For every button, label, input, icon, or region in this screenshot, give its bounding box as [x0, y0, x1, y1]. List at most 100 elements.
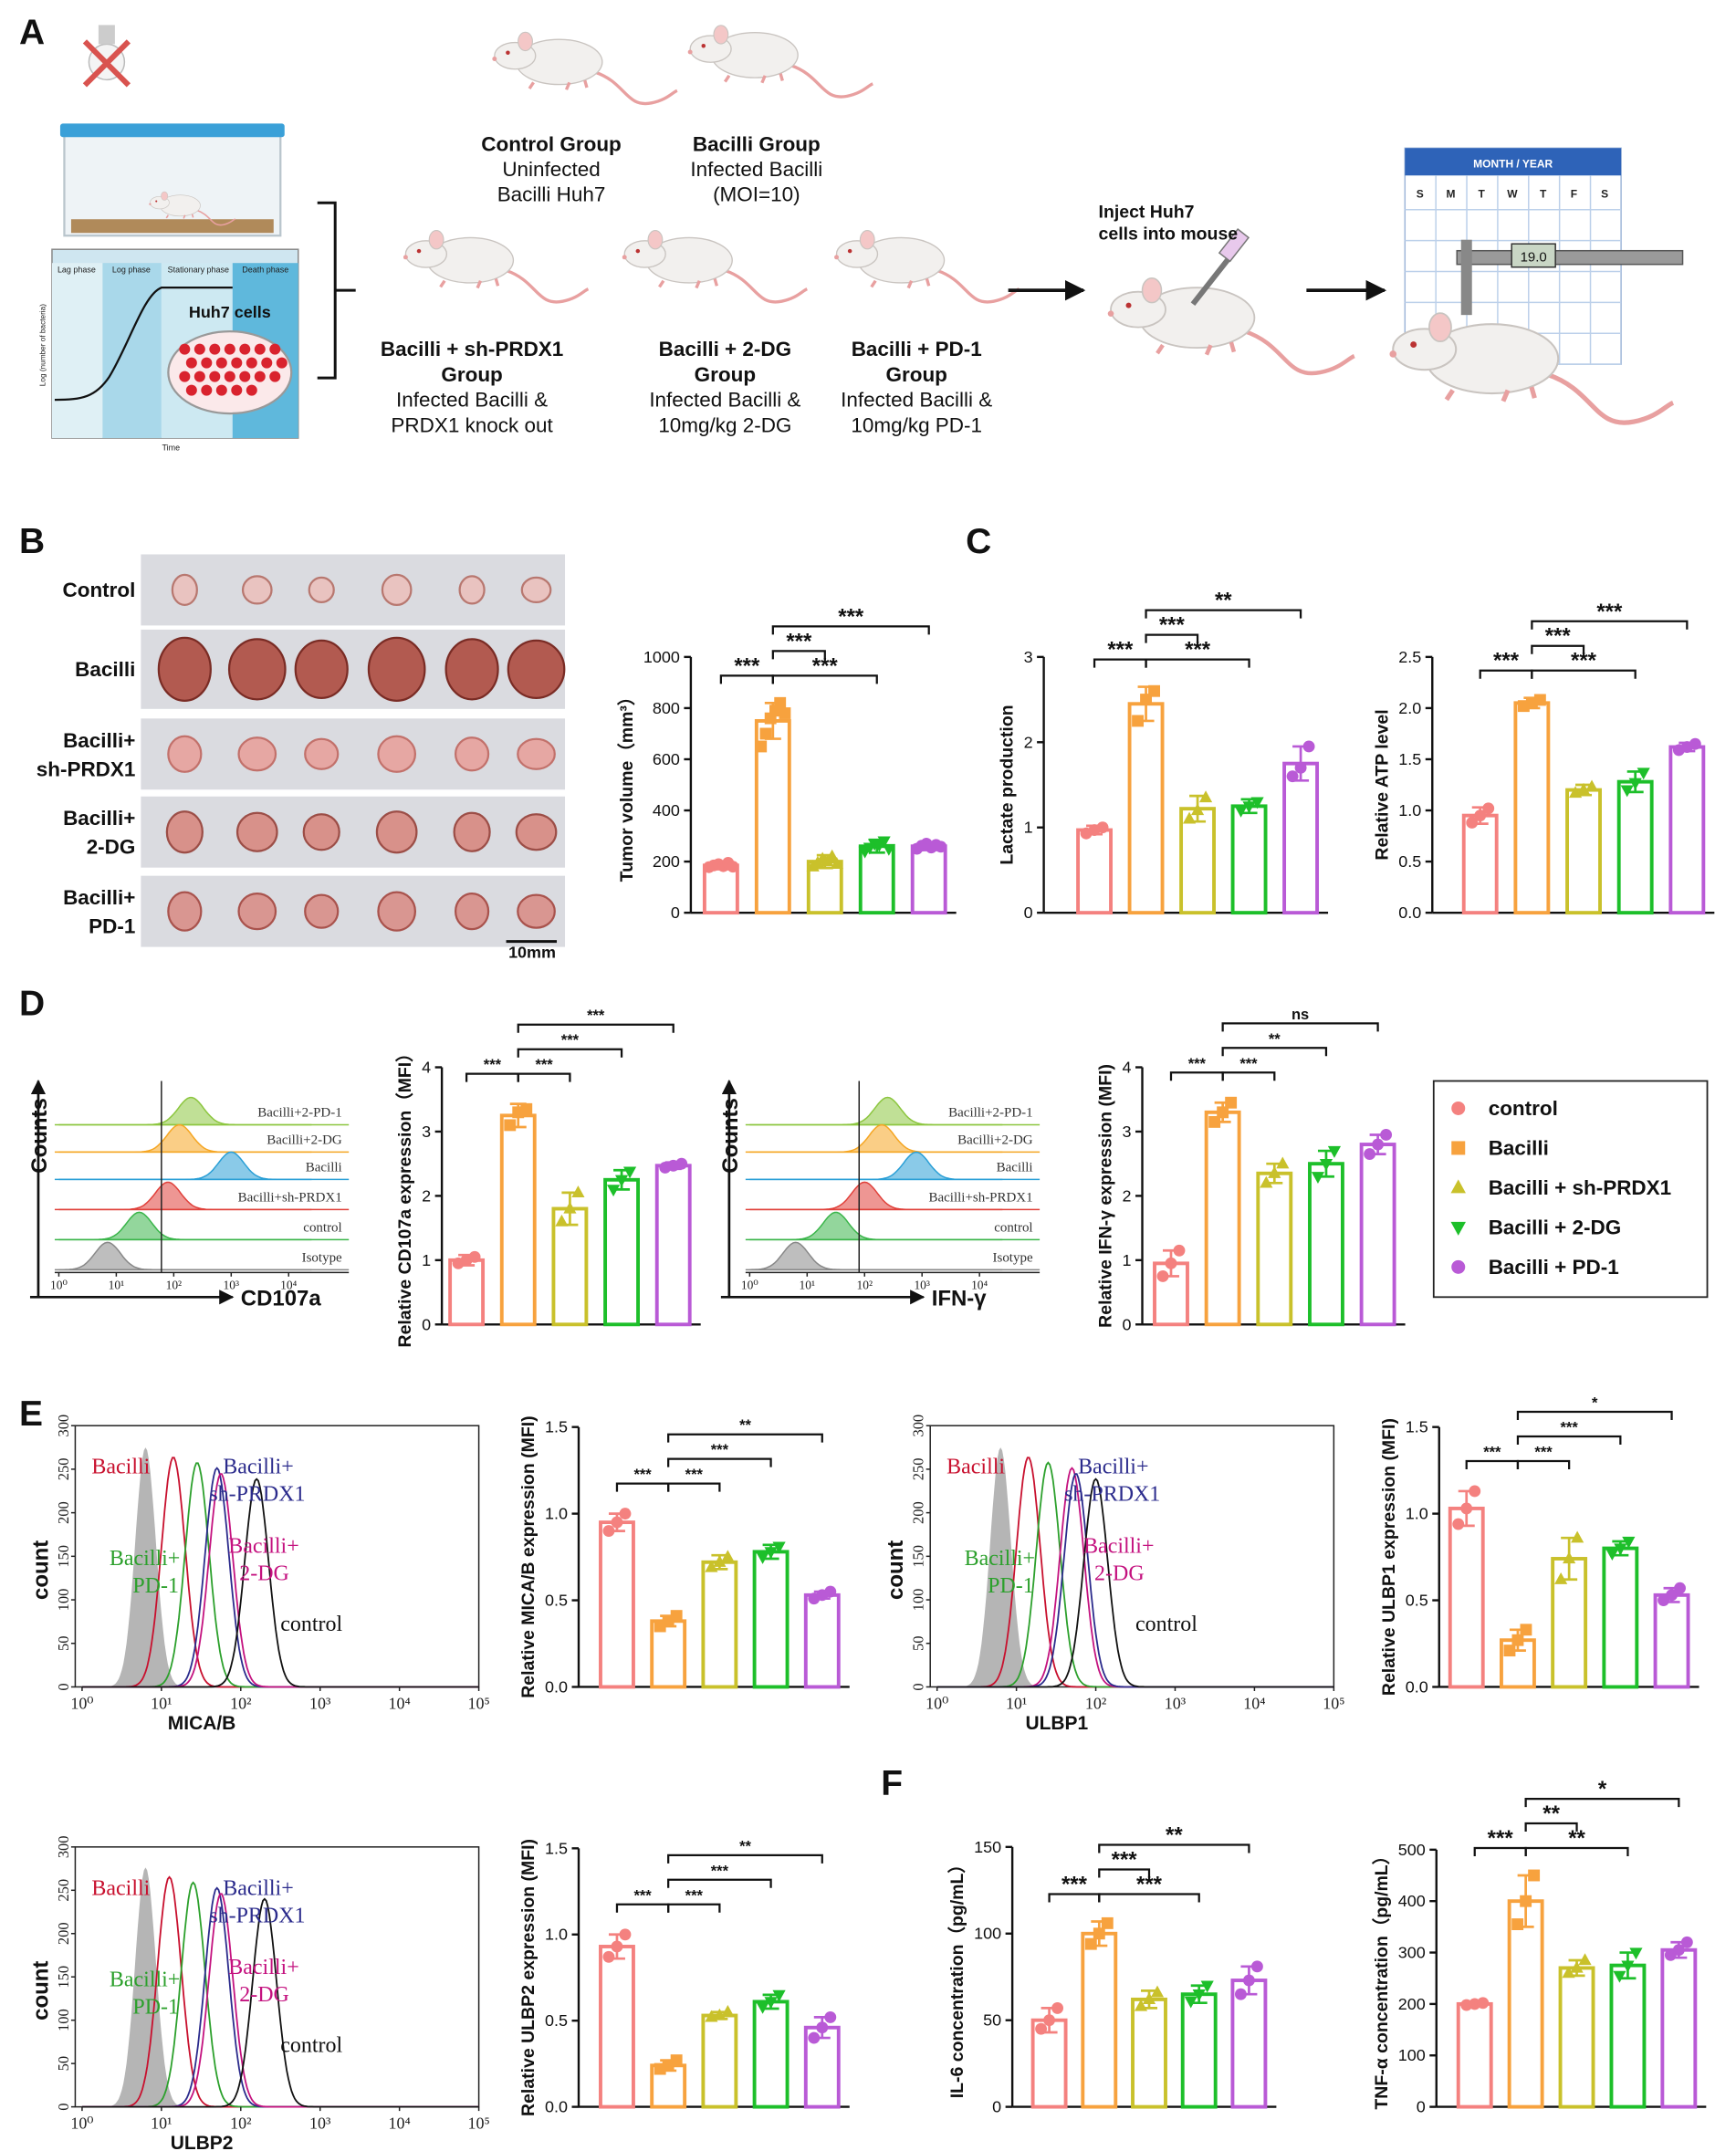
curve-label: sh-PRDX1	[209, 1483, 305, 1507]
point	[520, 1102, 533, 1115]
group-title: Bacilli + PD-1	[852, 338, 982, 360]
y-tick-label: 0.5	[1398, 852, 1421, 871]
significance-label: ns	[1292, 1007, 1309, 1023]
significance-label: ***	[838, 604, 864, 629]
point	[1568, 786, 1583, 799]
point	[1474, 809, 1487, 822]
mouse-feet	[870, 277, 931, 289]
x-tick-label: 10¹	[151, 1694, 172, 1712]
curve-label: sh-PRDX1	[1064, 1483, 1160, 1507]
row-label: Bacilli+2-PD-1	[257, 1105, 341, 1120]
point	[602, 1525, 615, 1538]
point	[1268, 1166, 1281, 1178]
significance-bracket	[1145, 658, 1250, 668]
row-label: control	[994, 1220, 1032, 1235]
point	[756, 2001, 769, 2014]
point	[670, 1610, 683, 1623]
group-text: Infected Bacilli &	[841, 389, 992, 412]
significance-label: **	[1166, 1823, 1183, 1848]
significance-bracket	[1516, 1435, 1622, 1445]
point	[606, 1185, 621, 1197]
point	[1628, 778, 1642, 790]
point	[759, 727, 772, 740]
point	[1198, 790, 1213, 803]
point	[755, 740, 768, 753]
point	[824, 1585, 837, 1598]
histogram-curve	[749, 1211, 1003, 1241]
significance-label: **	[739, 1417, 751, 1434]
tumor	[375, 810, 418, 854]
significance-label: ***	[1488, 1826, 1514, 1851]
y-tick-label: 1	[1123, 1251, 1132, 1269]
y-tick-label: 250	[55, 1879, 72, 1902]
phase-label: Lag phase	[58, 266, 96, 275]
y-tick-label: 0.5	[545, 2011, 568, 2030]
mouse-feet	[165, 214, 194, 219]
group-bracket	[317, 201, 356, 380]
significance-label: **	[1269, 1031, 1281, 1048]
legend-label: Bacilli	[1489, 1136, 1549, 1159]
row-label: Bacilli	[75, 658, 135, 681]
point	[1234, 1988, 1247, 2000]
significance-bracket	[667, 1853, 823, 1864]
mouse-tail	[1546, 371, 1675, 425]
mouse-nose	[834, 255, 840, 260]
bar	[1461, 813, 1499, 915]
cell-dot	[231, 384, 243, 396]
mouse-ear	[518, 31, 533, 52]
y-axis-label: Relative MICA/B expression (MFI)	[518, 1415, 539, 1697]
histogram-curve	[936, 1478, 1334, 1688]
bar	[1030, 2018, 1068, 2109]
curve-label: control	[1135, 1613, 1197, 1636]
y-tick-label: 0.5	[1406, 1592, 1428, 1610]
y-tick-label: 150	[55, 1545, 72, 1568]
histogram-curve	[58, 1096, 312, 1126]
cell-dot	[215, 357, 227, 369]
row-label: Bacilli+	[63, 729, 135, 752]
cross	[82, 39, 131, 88]
mouse-tail	[936, 268, 1020, 304]
weekday: T	[1540, 187, 1547, 200]
significance-label: **	[1215, 589, 1232, 613]
mouse-ear	[1141, 277, 1163, 304]
significance-label: **	[739, 1838, 751, 1854]
bar	[1448, 1506, 1485, 1689]
point	[1250, 797, 1264, 809]
histogram-curve	[749, 1096, 1003, 1126]
legend-marker	[1451, 1101, 1466, 1115]
panel-label: F	[881, 1764, 903, 1803]
significance-label: ***	[711, 1863, 729, 1879]
significance-label: ***	[633, 1887, 652, 1904]
x-tick-label: 10³	[1165, 1694, 1187, 1712]
point	[1584, 779, 1599, 792]
curve-label: control	[280, 2034, 342, 2058]
y-tick-label: 50	[55, 2056, 72, 2071]
point	[504, 1119, 517, 1132]
caliper-jaw	[1460, 239, 1472, 316]
row-label: Bacilli+2-PD-1	[948, 1105, 1032, 1120]
point	[1477, 1997, 1490, 2010]
curve-label: control	[280, 1613, 342, 1636]
bar	[1230, 804, 1268, 915]
point	[1469, 1485, 1481, 1498]
cell-dot	[231, 357, 243, 369]
point	[1051, 2001, 1064, 2014]
group-text: Infected Bacilli	[690, 158, 822, 181]
y-tick-label: 1.0	[545, 1505, 568, 1523]
legend-label: Bacilli + PD-1	[1489, 1256, 1619, 1279]
tumor	[367, 636, 426, 702]
tumor	[444, 638, 499, 701]
y-tick-label: 3	[1024, 648, 1033, 666]
point	[1571, 1530, 1584, 1543]
histogram-curve	[58, 1181, 312, 1211]
bar	[1616, 779, 1654, 915]
bar	[1602, 1546, 1639, 1689]
point	[1043, 2014, 1056, 2027]
group-text: Bacilli Huh7	[497, 183, 606, 206]
mouse-nose	[403, 255, 408, 260]
mouse-eye	[416, 248, 422, 254]
point	[774, 696, 787, 709]
y-tick-label: 0	[55, 2103, 72, 2110]
point	[1276, 1156, 1290, 1169]
inject-label: cells into mouse	[1099, 224, 1239, 245]
